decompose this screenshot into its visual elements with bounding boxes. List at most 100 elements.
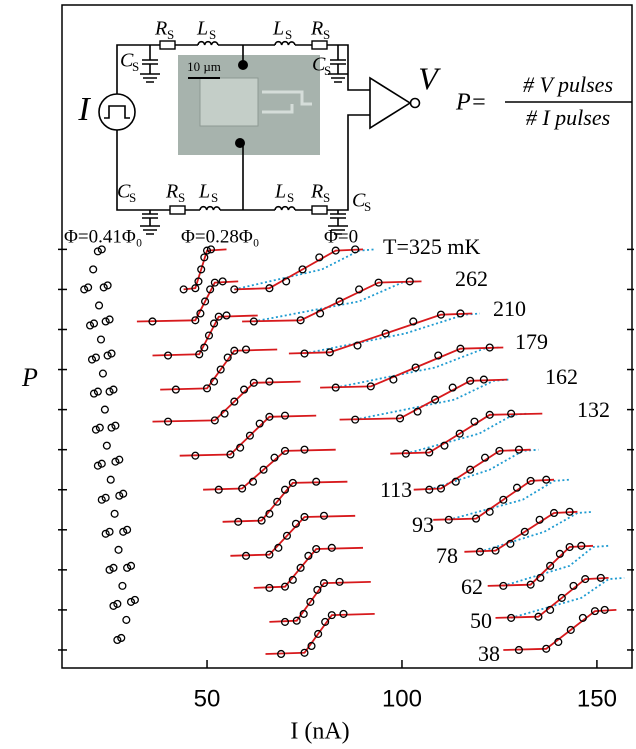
data-point [470,417,479,426]
data-point [327,543,336,552]
capacitor [328,45,348,83]
data-point [84,283,93,292]
component-subscript: S [323,27,330,42]
data-point [117,633,126,643]
inductor [197,40,296,46]
data-point [93,461,102,470]
phase-label: Φ=0.28Φ₀ [181,226,259,247]
data-point [312,477,321,486]
data-point [542,475,551,484]
data-point [312,544,321,554]
data-point [265,412,274,421]
data-point [230,285,239,294]
fit-curve [503,609,617,651]
data-point [444,515,453,524]
data-point [581,575,590,584]
fit-curve [265,613,375,655]
data-point [436,310,446,319]
data-point [314,629,323,638]
data-point [319,579,329,588]
data-point [405,277,414,286]
data-point [600,605,609,614]
data-point [96,335,106,344]
data-point [210,377,219,386]
data-point [526,580,535,589]
data-point [210,278,219,287]
data-point [105,565,114,574]
data-point [97,495,106,504]
data-point [491,546,500,555]
data-point [107,349,116,358]
data-point [282,277,291,286]
fit-curve [390,412,543,455]
data-point [534,612,543,621]
model-curve [405,412,529,455]
circuit-inset: 10 µm I V P= # V pulses # I pulses [77,40,632,235]
data-point [126,597,136,606]
data-point [291,519,300,528]
data-point [456,344,465,353]
data-point [95,423,104,432]
node [238,60,248,70]
wire [116,44,370,94]
data-point [313,585,322,594]
resistor [311,205,328,215]
data-point [86,321,95,330]
data-point [89,265,98,274]
x-tick-label: 50 [194,685,221,712]
component-subscript: S [211,190,218,205]
data-point [265,509,274,518]
data-point [499,581,508,590]
fit-curve [339,378,508,421]
data-point [288,478,297,487]
data-point [103,281,112,290]
data-point [93,247,102,256]
data-point [265,377,274,386]
data-point [335,577,344,586]
data-point [101,317,110,326]
data-point [507,613,516,622]
data-point [339,609,348,618]
component-label: R [310,18,323,40]
model-curve [510,577,625,619]
component-label: R [165,181,178,203]
data-point [191,284,200,293]
data-point [273,497,282,506]
data-point [216,365,225,374]
data-point [355,285,364,294]
phase-label: Φ=0 [324,226,358,247]
component-subscript: S [285,27,292,42]
fit-curve [222,480,348,523]
data-point [103,351,112,360]
capacitor [140,45,160,83]
data-point [319,511,329,520]
data-point [381,329,390,338]
data-point [202,384,212,393]
fit-curve [413,448,531,491]
data-point [123,563,132,572]
data-point [204,331,214,340]
data-point [113,599,122,608]
data-point [148,317,157,326]
data-point [130,595,139,604]
data-point [257,516,266,525]
data-point [109,385,118,394]
data-point [413,407,422,416]
data-point [195,350,204,359]
fit-curve [152,380,301,423]
data-point [107,423,116,432]
data-point [89,319,99,328]
data-point [109,601,118,610]
temperature-label: T=325 mK [383,234,480,259]
model-curve [355,378,510,421]
data-point [210,319,219,328]
temperature-label: 179 [515,329,548,354]
fit-curve [487,544,594,587]
data-point [98,369,107,378]
temperature-label: 93 [412,512,434,537]
fit-curve [230,514,356,557]
output-node [409,97,421,109]
sem-lead [262,90,312,114]
data-point [105,527,114,536]
fit-curve [253,546,364,589]
